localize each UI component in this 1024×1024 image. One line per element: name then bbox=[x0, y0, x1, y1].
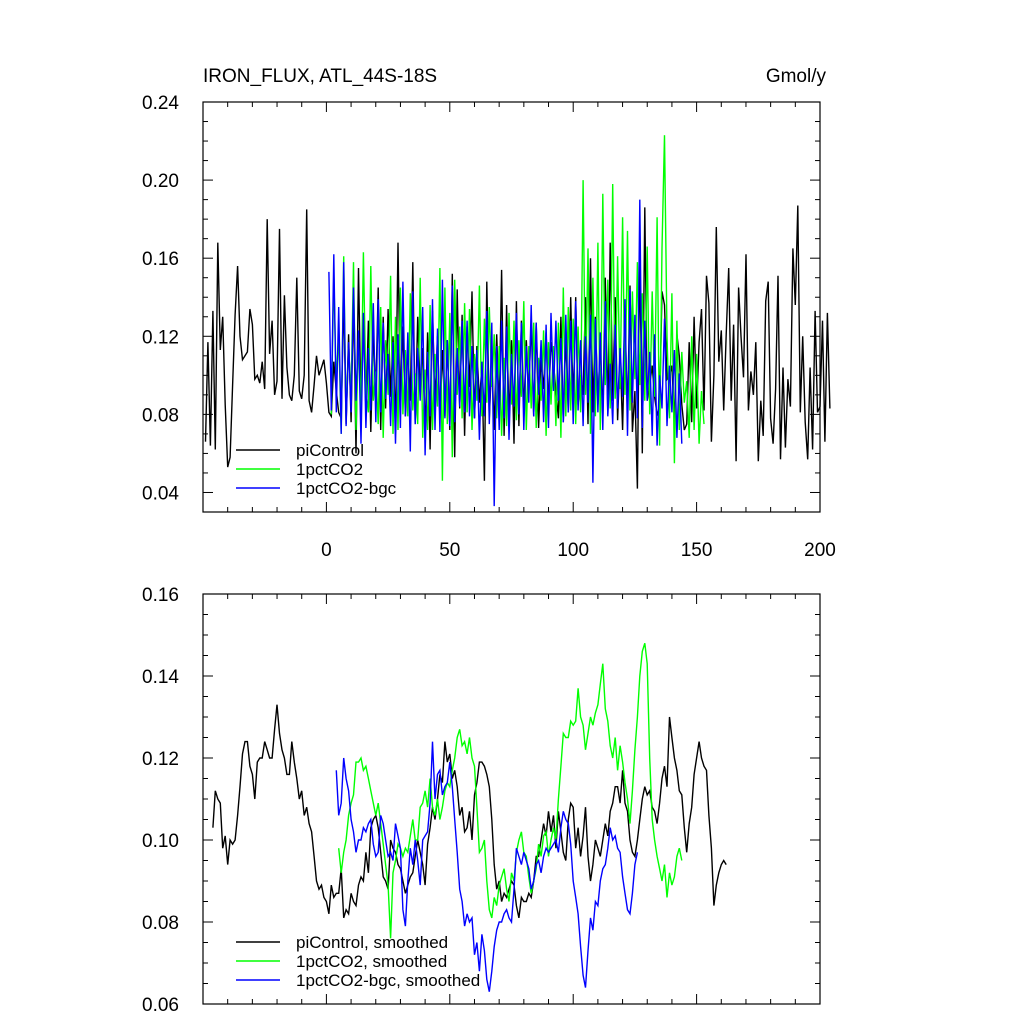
y-tick-label: 0.06 bbox=[142, 995, 179, 1016]
y-tick-label: 0.16 bbox=[142, 585, 179, 606]
top-plot-frame bbox=[202, 101, 821, 513]
y-tick-label: 0.12 bbox=[142, 327, 179, 348]
legend-label: 1pctCO2, smoothed bbox=[296, 952, 447, 971]
y-tick-label: 0.16 bbox=[142, 249, 179, 270]
y-tick-label: 0.08 bbox=[142, 405, 179, 426]
x-tick-label: 0 bbox=[321, 540, 332, 561]
bottom-series-group bbox=[212, 642, 727, 992]
legend-label: 1pctCO2-bgc, smoothed bbox=[296, 971, 480, 990]
top-chart-title: IRON_FLUX, ATL_44S-18S bbox=[203, 66, 437, 87]
legend-label: piControl, smoothed bbox=[296, 933, 448, 952]
y-tick-label: 0.20 bbox=[142, 171, 179, 192]
top-chart-units: Gmol/y bbox=[766, 66, 827, 87]
series-line-0-1 bbox=[330, 135, 705, 481]
y-tick-label: 0.08 bbox=[142, 913, 179, 934]
y-tick-label: 0.14 bbox=[142, 667, 179, 688]
top-series-group bbox=[204, 135, 831, 507]
series-line-1-0 bbox=[212, 704, 727, 919]
top-axes-group: 0 50 100 150 200 0.04 0.08 0.12 0.16 0.20 0.24 bbox=[142, 93, 836, 561]
y-tick-label: 0.12 bbox=[142, 749, 179, 770]
x-tick-label: 200 bbox=[804, 540, 836, 561]
y-tick-label: 0.04 bbox=[142, 483, 179, 504]
y-tick-label: 0.10 bbox=[142, 831, 179, 852]
series-line-1-2 bbox=[335, 741, 639, 992]
series-line-1-1 bbox=[338, 642, 683, 939]
x-tick-label: 50 bbox=[439, 540, 460, 561]
bottom-chart: 0.06 0.08 0.10 0.12 0.14 0.16 piControl, smoo… bbox=[142, 585, 821, 1016]
series-line-0-2 bbox=[328, 199, 683, 507]
x-tick-label: 100 bbox=[557, 540, 589, 561]
legend-label: 1pctCO2-bgc bbox=[296, 479, 397, 498]
legend-label: 1pctCO2 bbox=[296, 460, 363, 479]
y-tick-label: 0.24 bbox=[142, 93, 179, 114]
x-tick-label: 150 bbox=[681, 540, 713, 561]
legend-label: piControl bbox=[296, 441, 364, 460]
top-chart: IRON_FLUX, ATL_44S-18S Gmol/y 0 50 100 150 2… bbox=[142, 66, 836, 561]
bottom-axes-group: 0.06 0.08 0.10 0.12 0.14 0.16 bbox=[142, 585, 821, 1016]
